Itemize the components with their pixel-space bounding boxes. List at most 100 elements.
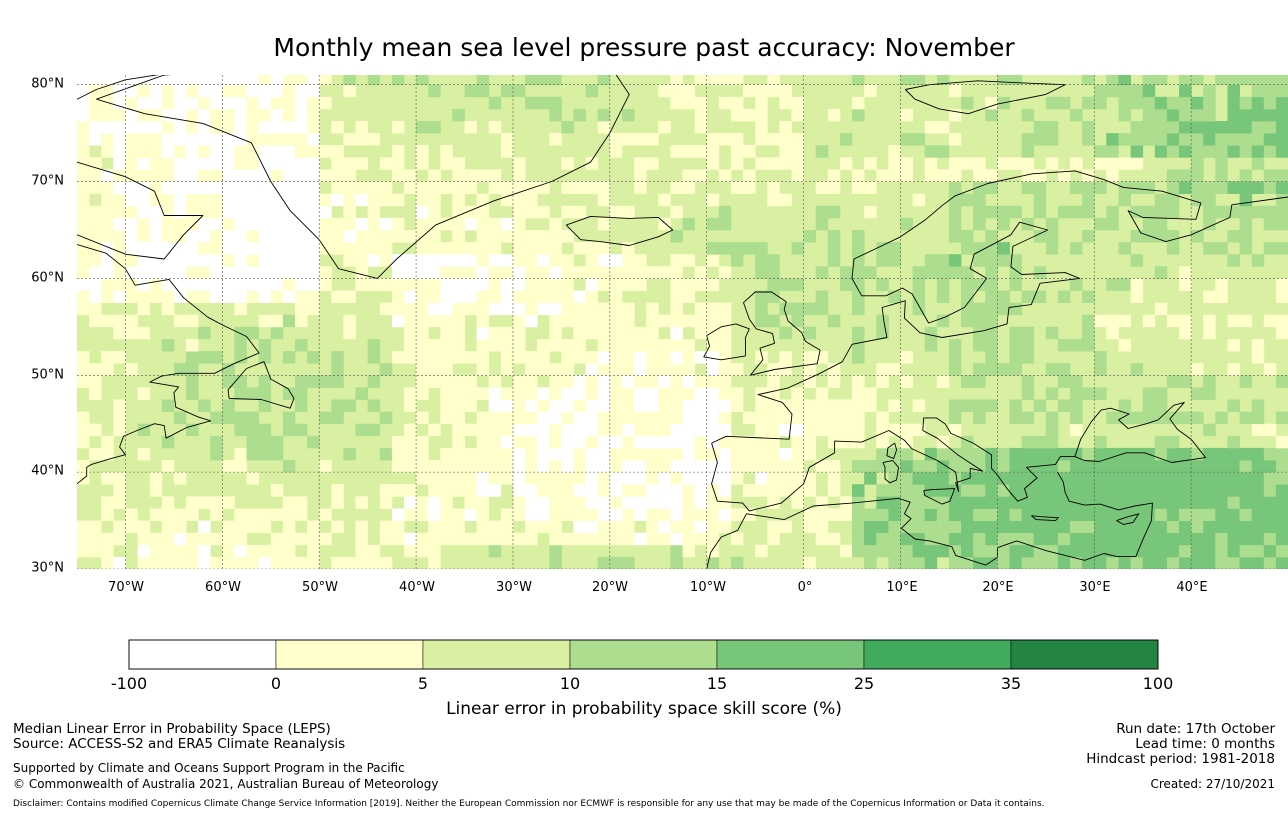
skill-cell bbox=[1275, 375, 1288, 388]
skill-cell bbox=[1215, 472, 1228, 485]
skill-cell bbox=[936, 484, 950, 497]
skill-cell bbox=[646, 339, 659, 352]
skill-cell bbox=[1179, 532, 1192, 546]
skill-cell bbox=[500, 447, 514, 461]
skill-cell bbox=[307, 75, 320, 86]
skill-cell bbox=[549, 460, 562, 473]
skill-cell bbox=[961, 230, 974, 243]
skill-cell bbox=[210, 145, 223, 158]
skill-cell bbox=[125, 326, 138, 340]
skill-cell bbox=[428, 363, 441, 376]
skill-cell bbox=[924, 326, 938, 340]
skill-cell bbox=[513, 375, 526, 388]
skill-cell bbox=[416, 278, 429, 291]
skill-cell bbox=[222, 181, 235, 194]
skill-cell bbox=[779, 145, 792, 158]
skill-cell bbox=[404, 532, 417, 546]
skill-cell bbox=[646, 399, 659, 412]
skill-cell bbox=[89, 520, 102, 534]
skill-cell bbox=[173, 181, 187, 194]
skill-cell bbox=[440, 314, 453, 328]
skill-cell bbox=[1215, 205, 1228, 219]
skill-cell bbox=[101, 363, 114, 376]
skill-cell bbox=[1033, 230, 1047, 243]
skill-cell bbox=[997, 532, 1010, 546]
skill-cell bbox=[1154, 460, 1168, 473]
skill-cell bbox=[282, 193, 296, 207]
skill-cell bbox=[428, 339, 441, 352]
skill-cell bbox=[186, 217, 199, 231]
skill-cell bbox=[1045, 472, 1059, 485]
skill-cell bbox=[210, 193, 223, 207]
skill-cell bbox=[767, 484, 780, 497]
skill-cell bbox=[307, 302, 320, 316]
skill-cell bbox=[1215, 447, 1228, 461]
skill-cell bbox=[1263, 181, 1277, 194]
skill-cell bbox=[888, 532, 901, 546]
skill-cell bbox=[1070, 447, 1083, 461]
skill-cell bbox=[718, 460, 732, 473]
iceland-coast bbox=[565, 215, 674, 246]
skill-cell bbox=[1082, 133, 1095, 146]
skill-cell bbox=[912, 278, 926, 291]
skill-cell bbox=[1227, 339, 1240, 352]
skill-cell bbox=[1251, 484, 1265, 497]
skill-cell bbox=[961, 375, 974, 388]
skill-cell bbox=[404, 266, 417, 279]
skill-cell bbox=[331, 181, 344, 194]
skill-cell bbox=[222, 363, 235, 376]
skill-cell bbox=[1215, 181, 1228, 194]
skill-cell bbox=[464, 181, 477, 194]
skill-cell bbox=[295, 387, 308, 400]
skill-cell bbox=[900, 556, 913, 569]
skill-cell bbox=[876, 496, 889, 509]
skill-cell bbox=[161, 520, 175, 534]
skill-cell bbox=[77, 133, 90, 146]
skill-cell bbox=[1179, 411, 1192, 425]
skill-cell bbox=[282, 157, 296, 170]
skill-cell bbox=[864, 84, 877, 98]
skill-cell bbox=[137, 532, 151, 546]
skill-cell bbox=[234, 290, 247, 303]
skill-cell bbox=[355, 556, 368, 569]
skill-cell bbox=[101, 133, 114, 146]
skill-cell bbox=[513, 460, 526, 473]
skill-cell bbox=[1239, 508, 1253, 521]
skill-cell bbox=[912, 484, 926, 497]
skill-cell bbox=[597, 326, 611, 340]
skill-cell bbox=[1021, 145, 1035, 158]
africa-north-coast bbox=[706, 497, 1136, 569]
skill-cell bbox=[779, 472, 792, 485]
skill-cell bbox=[500, 181, 514, 194]
skill-cell bbox=[282, 460, 296, 473]
skill-cell bbox=[428, 266, 441, 279]
skill-cell bbox=[319, 508, 332, 521]
skill-cell bbox=[646, 496, 659, 509]
skill-cell bbox=[282, 242, 296, 255]
skill-cell bbox=[597, 181, 611, 194]
skill-cell bbox=[77, 145, 90, 158]
skill-cell bbox=[525, 96, 538, 110]
skill-cell bbox=[258, 230, 272, 243]
skill-cell bbox=[295, 508, 308, 521]
skill-cell bbox=[767, 460, 780, 473]
skill-cell bbox=[706, 399, 720, 412]
skill-cell bbox=[113, 411, 126, 425]
skill-cell bbox=[1179, 508, 1192, 521]
skill-cell bbox=[1251, 145, 1265, 158]
skill-cell bbox=[622, 133, 635, 146]
skill-cell bbox=[718, 363, 732, 376]
skill-cell bbox=[1142, 75, 1156, 86]
skill-cell bbox=[670, 484, 683, 497]
skill-cell bbox=[1179, 484, 1192, 497]
skill-cell bbox=[137, 145, 151, 158]
skill-cell bbox=[440, 266, 453, 279]
skill-cell bbox=[186, 121, 199, 134]
skill-cell bbox=[985, 520, 998, 534]
skill-cell bbox=[476, 84, 490, 98]
skill-cell bbox=[173, 314, 187, 328]
skill-cell bbox=[1106, 278, 1119, 291]
skill-cell bbox=[210, 181, 223, 194]
skill-cell bbox=[622, 314, 635, 328]
skill-cell bbox=[222, 145, 235, 158]
